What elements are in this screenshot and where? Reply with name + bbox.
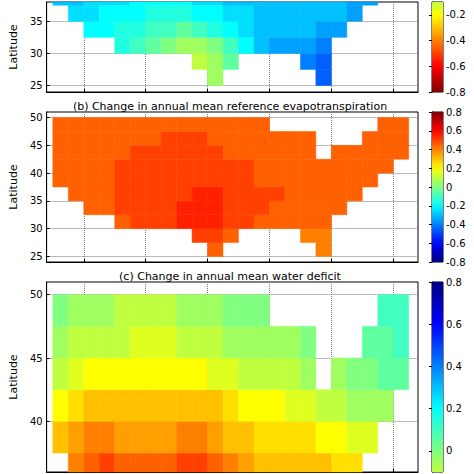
- svg-text:0.6: 0.6: [446, 319, 462, 330]
- svg-text:40: 40: [30, 168, 43, 179]
- svg-text:0.4: 0.4: [446, 144, 462, 155]
- svg-text:Latitude: Latitude: [7, 354, 20, 400]
- svg-text:-0.6: -0.6: [446, 238, 466, 249]
- svg-text:50: 50: [30, 112, 43, 123]
- svg-text:0.6: 0.6: [446, 125, 462, 136]
- svg-text:-0.8: -0.8: [446, 87, 466, 98]
- svg-text:0.8: 0.8: [446, 277, 462, 288]
- svg-text:Latitude: Latitude: [7, 164, 20, 210]
- svg-text:-0.8: -0.8: [446, 257, 466, 268]
- svg-text:45: 45: [30, 353, 43, 364]
- svg-text:25: 25: [30, 251, 43, 262]
- svg-text:-0.6: -0.6: [446, 61, 466, 72]
- svg-text:0: 0: [446, 445, 452, 456]
- svg-text:0.2: 0.2: [446, 163, 462, 174]
- svg-text:-0.4: -0.4: [446, 219, 466, 230]
- svg-text:-0.4: -0.4: [446, 35, 466, 46]
- svg-text:-0.2: -0.2: [446, 200, 466, 211]
- svg-text:30: 30: [30, 223, 43, 234]
- svg-text:50: 50: [30, 289, 43, 300]
- svg-text:45: 45: [30, 140, 43, 151]
- svg-text:30: 30: [30, 48, 43, 59]
- svg-text:35: 35: [30, 16, 43, 27]
- svg-text:25: 25: [30, 80, 43, 91]
- svg-text:(c) Change in annual mean wate: (c) Change in annual mean water deficit: [119, 270, 342, 283]
- svg-text:Latitude: Latitude: [7, 24, 20, 70]
- svg-text:35: 35: [30, 195, 43, 206]
- svg-text:0.4: 0.4: [446, 361, 462, 372]
- svg-text:0.8: 0.8: [446, 107, 462, 118]
- svg-text:-0.2: -0.2: [446, 9, 466, 20]
- svg-text:(b) Change in annual mean refe: (b) Change in annual mean reference evap…: [73, 100, 387, 113]
- svg-text:40: 40: [30, 416, 43, 427]
- svg-text:0: 0: [446, 182, 452, 193]
- svg-text:0.2: 0.2: [446, 403, 462, 414]
